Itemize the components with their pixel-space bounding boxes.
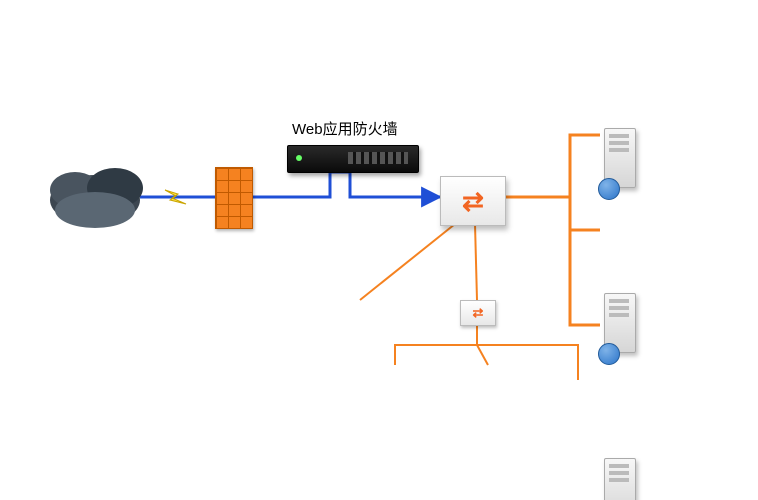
server-right-2-icon (600, 293, 640, 363)
edge-bottom-s2 (477, 345, 488, 365)
core-switch-icon: ⇄ (440, 176, 506, 226)
server-right-1-icon (600, 128, 640, 198)
waf-appliance-icon (287, 145, 419, 173)
edge-bottom-bus (395, 324, 477, 365)
edge-firewall-waf-switch (251, 172, 440, 197)
waf-label: Web应用防火墙 (292, 118, 398, 139)
edge-right-s2 (570, 197, 600, 230)
lightning-icon (165, 190, 186, 204)
access-switch-icon: ⇄ (460, 300, 496, 326)
edge-switch-db (360, 224, 455, 300)
network-lines (0, 0, 758, 500)
edge-bottom-user (477, 345, 578, 380)
cloud-icon (50, 168, 143, 228)
diagram-canvas: Web应用防火墙 ⇄ ⇄ (0, 0, 758, 500)
server-right-3-icon (600, 458, 640, 500)
edge-right-s3 (570, 230, 600, 325)
firewall-icon (215, 167, 253, 229)
edge-switch-smswitch (475, 224, 477, 300)
edge-right-bus (504, 135, 600, 197)
